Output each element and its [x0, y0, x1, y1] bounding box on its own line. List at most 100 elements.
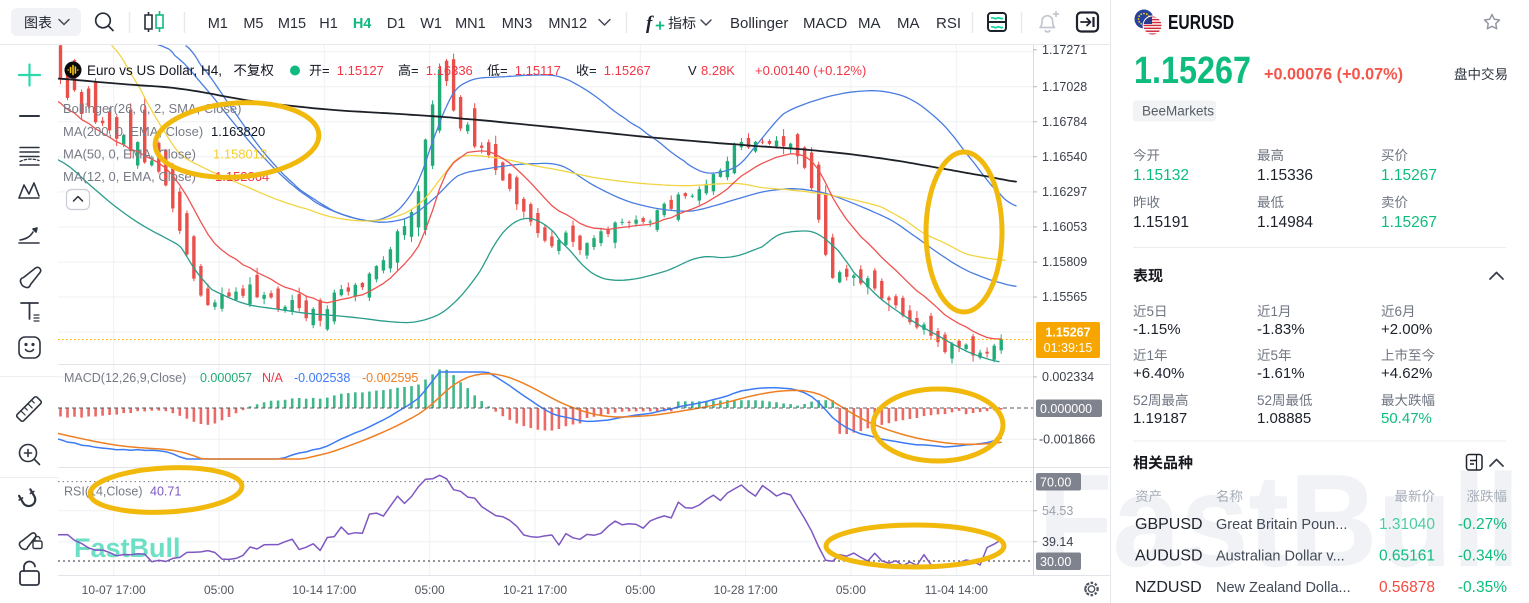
svg-text:Australian Dollar v...: Australian Dollar v... [1216, 549, 1345, 565]
svg-text:H1: H1 [319, 16, 338, 32]
svg-text:1.15267: 1.15267 [1134, 50, 1251, 92]
svg-text:-1.61%: -1.61% [1257, 365, 1305, 382]
svg-text:1.16784: 1.16784 [1042, 115, 1087, 129]
svg-text:MA(12, 0, EMA, Close): MA(12, 0, EMA, Close) [63, 169, 196, 184]
svg-text:N/A: N/A [262, 371, 284, 385]
svg-text:1.17271: 1.17271 [1042, 43, 1087, 57]
svg-text:05:00: 05:00 [625, 583, 655, 597]
svg-text:W1: W1 [420, 16, 442, 32]
svg-text:=: = [589, 63, 597, 78]
svg-text:1.08885: 1.08885 [1257, 410, 1311, 427]
svg-text:GBPUSD: GBPUSD [1135, 516, 1203, 533]
svg-text:1: 1 [1271, 304, 1279, 319]
svg-text:MACD(12,26,9,Close): MACD(12,26,9,Close) [64, 371, 186, 385]
svg-text:1.15565: 1.15565 [1042, 290, 1087, 304]
svg-text:1.15336: 1.15336 [1257, 167, 1313, 184]
svg-text:M5: M5 [243, 16, 263, 32]
svg-text:=: = [500, 63, 508, 78]
svg-text:New Zealand Dolla...: New Zealand Dolla... [1216, 580, 1351, 596]
svg-text:D1: D1 [387, 16, 406, 32]
svg-text:1.15132: 1.15132 [1133, 167, 1189, 184]
svg-text:1.16540: 1.16540 [1042, 150, 1087, 164]
svg-text:10-21 17:00: 10-21 17:00 [503, 583, 567, 597]
svg-text:1.15191: 1.15191 [1133, 214, 1189, 231]
svg-text:-0.002538: -0.002538 [294, 371, 350, 385]
svg-text:0.000000: 0.000000 [1040, 402, 1092, 416]
svg-text:MN1: MN1 [455, 16, 486, 32]
svg-text:5: 5 [1147, 304, 1155, 319]
svg-text:1.163820: 1.163820 [211, 124, 265, 139]
svg-text:39.14: 39.14 [1042, 535, 1073, 549]
svg-text:-1.15%: -1.15% [1133, 321, 1181, 338]
svg-text:V: V [688, 63, 697, 78]
svg-text:FastBull: FastBull [1038, 447, 1520, 594]
svg-text:10-28 17:00: 10-28 17:00 [714, 583, 778, 597]
svg-text:-0.001866: -0.001866 [1039, 432, 1095, 446]
svg-text:1.15117: 1.15117 [515, 63, 561, 78]
svg-text:30.00: 30.00 [1040, 555, 1071, 569]
svg-text:52: 52 [1133, 393, 1148, 408]
svg-text:MN12: MN12 [548, 16, 587, 32]
svg-text:MN3: MN3 [502, 16, 533, 32]
svg-text:RSI: RSI [936, 15, 961, 32]
svg-text:0.000057: 0.000057 [200, 371, 252, 385]
svg-text:AUDUSD: AUDUSD [1135, 548, 1203, 565]
svg-text:05:00: 05:00 [836, 583, 866, 597]
svg-text:05:00: 05:00 [204, 583, 234, 597]
svg-text:50.47%: 50.47% [1381, 410, 1432, 427]
svg-text:MACD: MACD [803, 15, 847, 32]
svg-text:-0.35%: -0.35% [1458, 579, 1507, 596]
svg-text:10-14 17:00: 10-14 17:00 [292, 583, 356, 597]
svg-text:05:00: 05:00 [415, 583, 445, 597]
svg-text:Euro vs US Dollar, H4,: Euro vs US Dollar, H4, [87, 63, 222, 78]
svg-text:1.15127: 1.15127 [337, 63, 384, 78]
svg-text:0.002334: 0.002334 [1042, 370, 1094, 384]
svg-text:+2.00%: +2.00% [1381, 321, 1432, 338]
svg-text:MA: MA [897, 15, 920, 32]
svg-text:NZDUSD: NZDUSD [1135, 579, 1202, 596]
svg-text:-0.27%: -0.27% [1458, 516, 1507, 533]
svg-text:1.15267: 1.15267 [1381, 214, 1437, 231]
svg-text:1.15809: 1.15809 [1042, 255, 1087, 269]
svg-text:1: 1 [1147, 348, 1155, 363]
svg-text:BeeMarkets: BeeMarkets [1142, 104, 1214, 119]
svg-text:Bollinger: Bollinger [730, 15, 788, 32]
svg-text:+0.00140 (+0.12%): +0.00140 (+0.12%) [755, 63, 866, 78]
svg-text:1.19187: 1.19187 [1133, 410, 1187, 427]
svg-text:11-04 14:00: 11-04 14:00 [925, 583, 988, 597]
svg-text:+4.62%: +4.62% [1381, 365, 1432, 382]
svg-text:+6.40%: +6.40% [1133, 365, 1184, 382]
svg-text:1.31040: 1.31040 [1379, 516, 1435, 533]
svg-text:MA(50, 0, EMA, Close): MA(50, 0, EMA, Close) [63, 147, 196, 162]
svg-text:1.16297: 1.16297 [1042, 185, 1087, 199]
svg-text:MA: MA [858, 15, 881, 32]
svg-text:1.15267: 1.15267 [1045, 326, 1090, 340]
svg-text:-1.83%: -1.83% [1257, 321, 1305, 338]
svg-text:1.15267: 1.15267 [604, 63, 651, 78]
svg-text:M1: M1 [208, 16, 228, 32]
svg-text:Great Britain Poun...: Great Britain Poun... [1216, 517, 1347, 533]
svg-text:1.16053: 1.16053 [1042, 220, 1087, 234]
svg-text:1.16336: 1.16336 [426, 63, 473, 78]
svg-text:H4: H4 [353, 16, 372, 32]
svg-text:-0.34%: -0.34% [1458, 548, 1507, 565]
svg-text:0.56878: 0.56878 [1379, 579, 1435, 596]
svg-text:1.17028: 1.17028 [1042, 80, 1087, 94]
svg-text:RSI(14,Close): RSI(14,Close) [64, 485, 143, 499]
svg-text:-0.002595: -0.002595 [362, 371, 418, 385]
svg-text:M15: M15 [278, 16, 306, 32]
svg-text:MA(200, 0, EMA, Close): MA(200, 0, EMA, Close) [63, 124, 203, 139]
svg-text:f: f [646, 13, 654, 34]
svg-text:=: = [322, 63, 330, 78]
svg-text:FastBull: FastBull [74, 533, 181, 563]
svg-text:+0.00076 (+0.07%): +0.00076 (+0.07%) [1264, 65, 1403, 84]
svg-text:70.00: 70.00 [1040, 475, 1071, 489]
svg-text:0.65161: 0.65161 [1379, 548, 1435, 565]
svg-text:01:39:15: 01:39:15 [1044, 341, 1093, 355]
svg-text:EURUSD: EURUSD [1168, 12, 1234, 34]
svg-text:1.15267: 1.15267 [1381, 167, 1437, 184]
svg-text:1.14984: 1.14984 [1257, 214, 1313, 231]
svg-text:40.71: 40.71 [150, 485, 181, 499]
svg-text:10-07 17:00: 10-07 17:00 [82, 583, 146, 597]
svg-text:8.28K: 8.28K [701, 63, 735, 78]
